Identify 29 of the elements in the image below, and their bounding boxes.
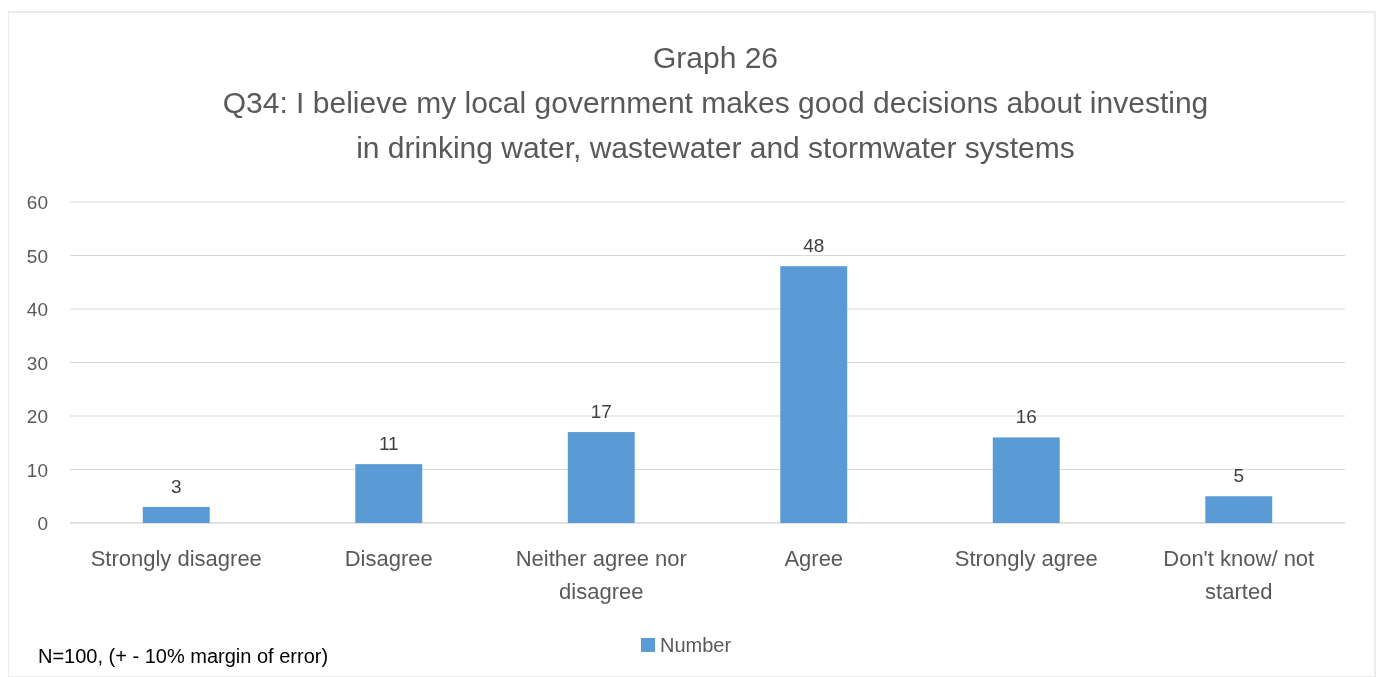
bar (992, 437, 1060, 523)
y-tick-label: 20 (26, 406, 48, 427)
data-label: 17 (590, 401, 612, 423)
chart-title: Graph 26 (652, 41, 779, 74)
legend-label: Number (660, 634, 732, 656)
y-tick-label: 50 (26, 245, 48, 267)
y-tick-label: 30 (26, 352, 48, 374)
bar (142, 506, 210, 523)
bar (355, 464, 423, 523)
y-tick-label: 0 (37, 513, 48, 534)
x-tick-label: Disagree (344, 546, 433, 571)
data-label: 16 (1015, 406, 1037, 428)
x-tick-label: Neither agree nor disagree (515, 546, 687, 604)
bar (1205, 496, 1273, 523)
x-tick-label: Agree (784, 546, 844, 571)
bar (567, 432, 635, 523)
data-label: 5 (1233, 465, 1245, 487)
bar (780, 266, 848, 523)
x-tick-label: Strongly agree (954, 546, 1098, 571)
y-tick-label: 40 (26, 299, 48, 320)
x-tick-label: Don't know/ not started (1163, 546, 1315, 604)
text: N=100, (+ - 10% margin of error) (38, 645, 329, 667)
x-tick-label: Strongly disagree (90, 546, 262, 571)
data-label: 48 (803, 235, 825, 257)
y-tick-label: 10 (26, 459, 48, 481)
data-label: 11 (378, 433, 399, 455)
y-tick-label: 60 (26, 192, 48, 213)
chart-subtitle: Q34: I believe my local government makes good decisions about investing in drinking water, wastewater and stormwater systems (222, 86, 1209, 164)
data-label: 3 (170, 475, 182, 497)
